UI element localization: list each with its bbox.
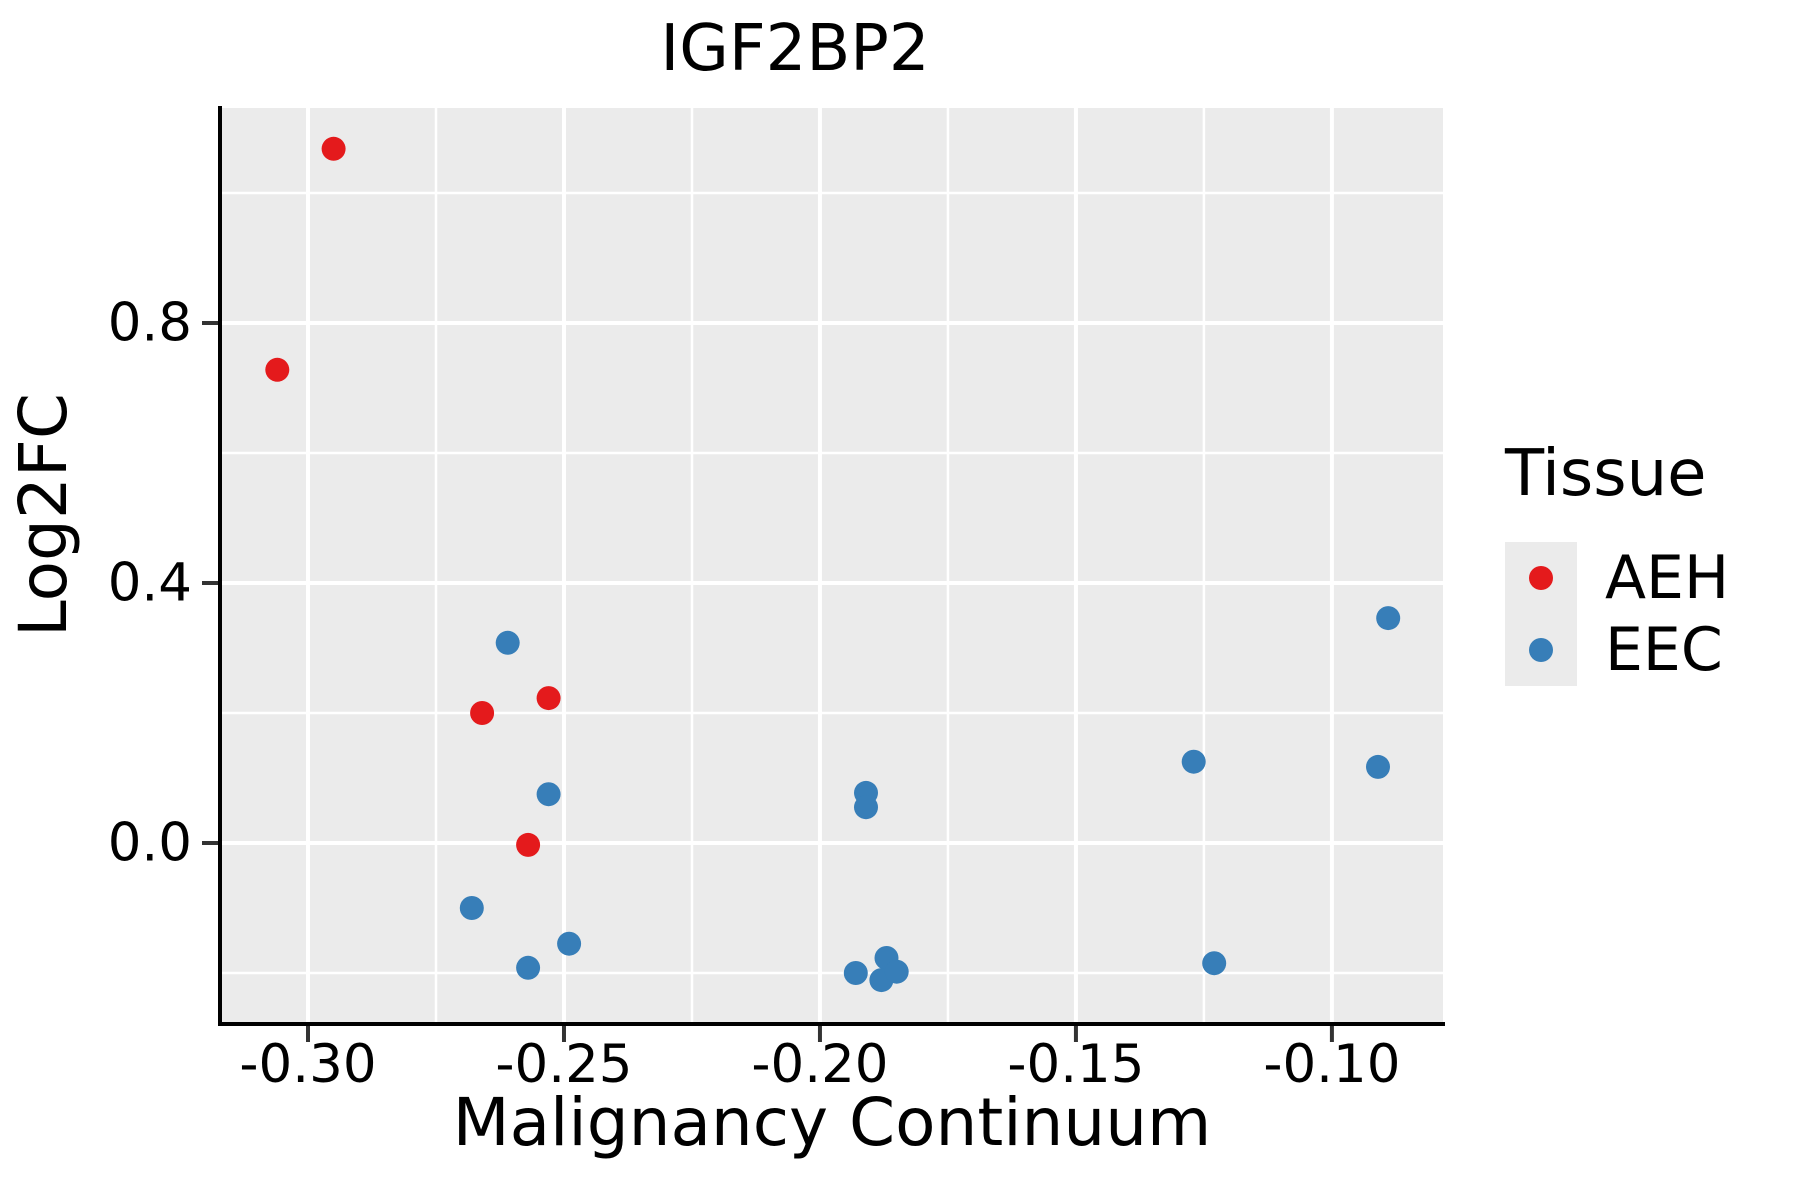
x-tick-label: -0.30: [239, 1034, 377, 1095]
legend-title: Tissue: [1505, 437, 1707, 511]
data-point-aeh: [516, 832, 541, 857]
data-point-aeh: [470, 701, 495, 725]
data-point-eec: [1181, 749, 1206, 774]
aeh-point-swatch-icon: [1529, 566, 1553, 590]
data-point-eec: [557, 931, 582, 956]
eec-point-swatch-icon: [1529, 638, 1553, 662]
x-tick-label: -0.20: [751, 1034, 889, 1095]
data-point-eec: [1202, 951, 1227, 976]
legend: Tissue AEH EEC: [1505, 442, 1729, 686]
x-tick-label: -0.10: [1263, 1034, 1401, 1095]
legend-key-eec: [1505, 614, 1577, 686]
data-point-aeh: [265, 357, 290, 382]
data-point-eec: [1376, 606, 1401, 631]
data-point-eec: [854, 795, 878, 820]
data-point-eec: [884, 959, 909, 984]
data-point-aeh: [321, 136, 346, 161]
x-axis-title: Malignancy Continuum: [452, 1084, 1212, 1161]
y-tick-label: 0.8: [107, 292, 192, 354]
data-point-eec: [536, 782, 561, 807]
data-point-eec: [459, 896, 484, 920]
y-tick-label: 0.0: [107, 812, 192, 874]
y-tick-label: 0.4: [107, 552, 192, 614]
plot-panel: [222, 108, 1443, 1022]
x-tick-label: -0.15: [1007, 1034, 1145, 1095]
data-point-aeh: [536, 686, 561, 711]
legend-key-aeh: [1505, 542, 1577, 614]
legend-entry-eec: EEC: [1505, 614, 1729, 686]
legend-entry-aeh: AEH: [1505, 542, 1729, 614]
data-point-eec: [1366, 754, 1390, 779]
data-point-eec: [495, 630, 520, 655]
x-tick-label: -0.25: [495, 1034, 633, 1095]
legend-label-eec: EEC: [1605, 615, 1723, 685]
data-point-eec: [516, 955, 541, 980]
data-point-eec: [843, 961, 868, 985]
legend-label-aeh: AEH: [1605, 543, 1730, 613]
plot-title: IGF2BP2: [660, 12, 930, 86]
